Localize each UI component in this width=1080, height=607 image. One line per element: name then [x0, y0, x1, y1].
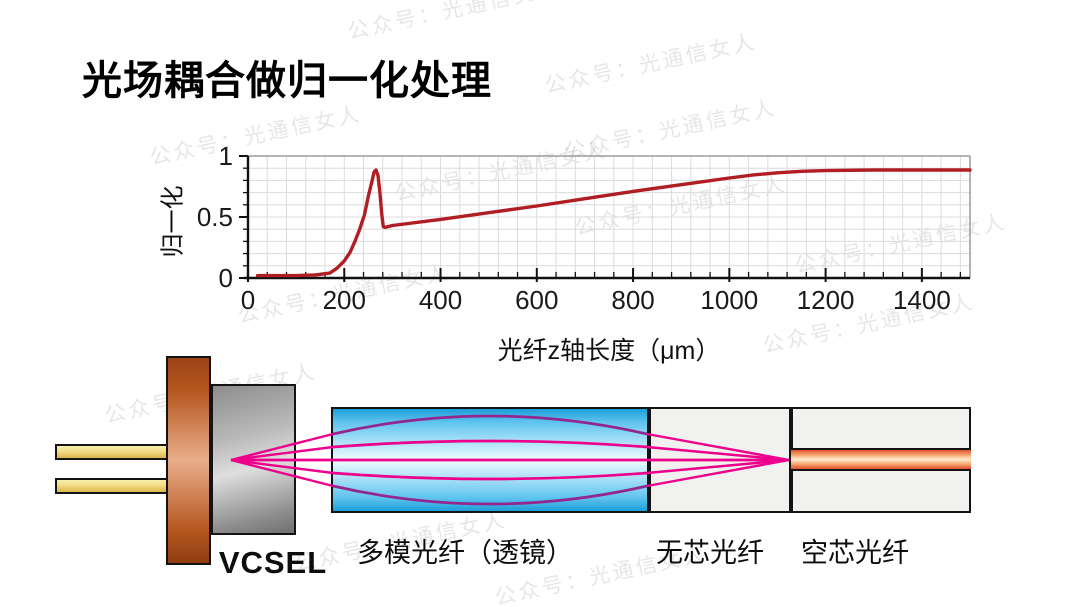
- coreless-fiber: [649, 407, 791, 513]
- vcsel-pin-bottom: [55, 478, 169, 494]
- coreless-fiber-label: 无芯光纤: [656, 538, 764, 568]
- svg-text:200: 200: [323, 285, 366, 315]
- svg-text:1000: 1000: [700, 285, 758, 315]
- vcsel-pin-top: [55, 444, 169, 460]
- multimode-fiber-lens: [331, 407, 649, 513]
- page-title: 光场耦合做归一化处理: [82, 59, 492, 103]
- vcsel-chip: [211, 384, 296, 535]
- chart-x-axis-label: 光纤z轴长度（μm）: [497, 337, 721, 365]
- svg-text:800: 800: [611, 285, 654, 315]
- hollow-core-fiber-label: 空芯光纤: [801, 538, 909, 568]
- hollow-core-bar: [791, 448, 971, 471]
- svg-text:1: 1: [219, 141, 233, 171]
- vcsel-header-plate: [166, 356, 211, 565]
- svg-text:600: 600: [515, 285, 558, 315]
- watermark-text: 公众号：光通信女人: [542, 30, 759, 98]
- watermark-text: 公众号：光通信女人: [345, 0, 562, 44]
- svg-text:1400: 1400: [893, 285, 951, 315]
- vcsel-label: VCSEL: [218, 545, 328, 580]
- chart-y-axis-label: 归一化: [159, 185, 187, 258]
- svg-text:400: 400: [419, 285, 462, 315]
- normalized-coupling-chart: 0 200 400 600 800 1000 1200 1400 0 0.5 1: [197, 141, 972, 315]
- multimode-fiber-label: 多模光纤（透镜）: [357, 538, 573, 568]
- svg-text:1200: 1200: [797, 285, 855, 315]
- svg-text:0: 0: [241, 285, 255, 315]
- svg-text:0: 0: [219, 263, 233, 293]
- svg-text:0.5: 0.5: [197, 202, 233, 232]
